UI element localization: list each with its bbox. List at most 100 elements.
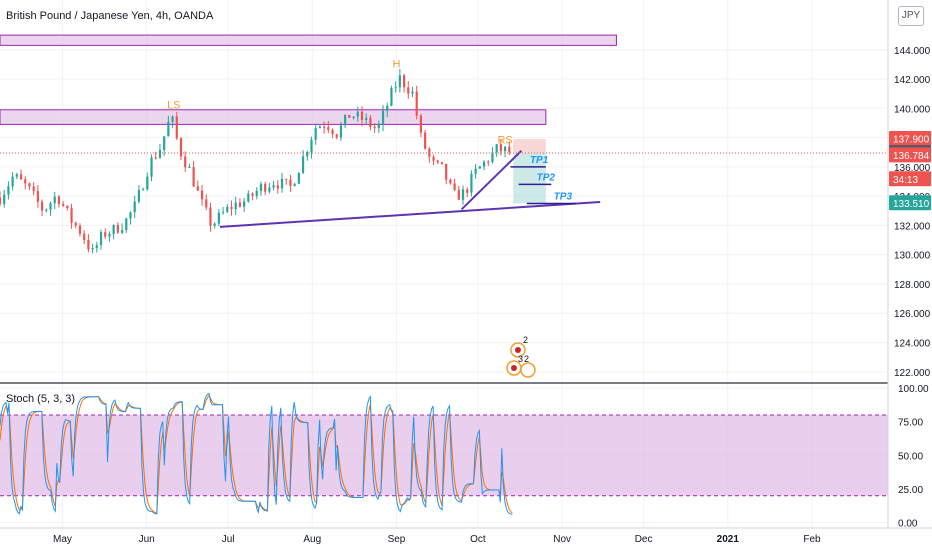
candle-body	[360, 111, 364, 121]
candle-body	[335, 134, 338, 138]
candle-body	[377, 124, 380, 129]
candle-body	[129, 212, 132, 219]
candle	[163, 136, 166, 156]
candle-body	[449, 179, 452, 184]
stoch-tick-label: 0.00	[898, 519, 918, 530]
candle	[28, 182, 31, 190]
candle	[188, 163, 191, 169]
candle	[289, 174, 292, 192]
stoch-title: Stoch (5, 3, 3)	[6, 393, 76, 405]
candle	[504, 146, 507, 158]
candle	[142, 187, 145, 191]
candle	[276, 180, 279, 194]
candle-body	[120, 229, 124, 233]
candle-body	[445, 163, 448, 180]
candle-body	[221, 211, 225, 213]
candle-body	[432, 156, 435, 161]
candle-body	[352, 116, 355, 118]
candle	[318, 123, 321, 129]
candle-body	[3, 194, 6, 205]
candle	[158, 143, 162, 159]
price-tick-label: 126.000	[894, 309, 931, 320]
candle-body	[402, 75, 406, 88]
time-tick-label: Sep	[388, 534, 406, 545]
currency-badge[interactable]: JPY	[898, 6, 924, 26]
price-tick-label: 128.000	[894, 280, 931, 291]
position-reward-box	[513, 153, 546, 204]
candle-body	[474, 168, 477, 174]
candle	[394, 81, 397, 93]
candle-body	[276, 185, 279, 189]
candle-body	[264, 183, 267, 192]
candle-body	[11, 176, 14, 187]
candle-body	[398, 75, 401, 88]
candle-body	[310, 139, 313, 152]
candle-body	[251, 193, 254, 196]
candle-body	[381, 110, 385, 125]
time-tick-label: 2021	[717, 534, 740, 545]
candle-body	[15, 174, 18, 177]
candle	[24, 176, 27, 190]
candle-body	[373, 126, 376, 129]
candle-body	[297, 172, 300, 184]
candle-body	[171, 116, 174, 122]
stoch-tick-label: 100.00	[898, 384, 929, 395]
candle	[365, 113, 368, 124]
candle-body	[150, 157, 153, 177]
candle-body	[243, 201, 246, 207]
candle	[314, 123, 317, 145]
candle-body	[45, 209, 48, 211]
candle	[424, 130, 427, 150]
candle	[70, 203, 73, 229]
candle-body	[87, 240, 90, 250]
candle-body	[112, 224, 115, 234]
price-label: 34:13	[889, 171, 931, 187]
candle-body	[230, 206, 233, 210]
pattern-label: RS	[497, 134, 512, 146]
candle-body	[158, 149, 162, 158]
candle-body	[504, 146, 507, 152]
candle-body	[167, 121, 170, 137]
candle-body	[268, 187, 271, 192]
candle	[398, 68, 401, 93]
candle	[217, 209, 220, 226]
candle-body	[137, 190, 141, 202]
resistance-zone	[0, 109, 547, 125]
candle	[11, 172, 14, 191]
candle	[297, 172, 300, 184]
candle	[87, 234, 90, 253]
candle	[0, 191, 2, 207]
candle	[327, 121, 330, 134]
candle-body	[74, 222, 77, 226]
candle-body	[327, 127, 330, 130]
candle-body	[28, 183, 31, 187]
candle	[19, 169, 23, 180]
take-profit-label: TP3	[554, 191, 573, 202]
price-tick-label: 142.000	[894, 75, 931, 86]
candle	[196, 180, 199, 191]
symbol-title: British Pound / Japanese Yen, 4h, OANDA	[6, 10, 214, 22]
candle	[3, 189, 6, 208]
candle-body	[200, 190, 204, 200]
candle	[356, 106, 359, 122]
candle	[209, 202, 212, 232]
candle-body	[192, 167, 195, 187]
trendline	[219, 200, 601, 228]
candle	[402, 73, 406, 93]
candle	[99, 229, 103, 250]
candle	[116, 222, 119, 234]
candle-body	[339, 125, 343, 138]
candle-body	[209, 207, 212, 226]
stoch-k-line	[0, 392, 513, 515]
candle	[331, 128, 334, 139]
price-label-text: 136.784	[893, 151, 930, 162]
candle	[432, 154, 435, 166]
candle	[7, 181, 10, 200]
candle	[234, 196, 237, 216]
pattern-label: LS	[167, 99, 180, 111]
candle-body	[188, 167, 191, 169]
candle	[238, 198, 242, 208]
candle	[15, 172, 18, 180]
